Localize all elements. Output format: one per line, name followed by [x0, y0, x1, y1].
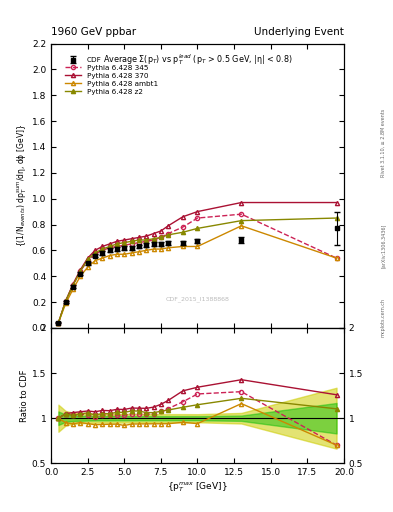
Pythia 6.428 z2	[166, 232, 171, 238]
Legend: CDF, Pythia 6.428 345, Pythia 6.428 370, Pythia 6.428 ambt1, Pythia 6.428 z2: CDF, Pythia 6.428 345, Pythia 6.428 370,…	[64, 56, 159, 96]
Pythia 6.428 345	[334, 255, 339, 261]
Line: Pythia 6.428 370: Pythia 6.428 370	[56, 200, 339, 325]
Pythia 6.428 z2	[63, 297, 68, 304]
Pythia 6.428 370	[122, 237, 127, 243]
Pythia 6.428 370	[334, 200, 339, 206]
Pythia 6.428 ambt1	[239, 223, 244, 229]
Y-axis label: {(1/N$_{events}$) dp$_T^{sum}$/dη, dϕ [GeV]}: {(1/N$_{events}$) dp$_T^{sum}$/dη, dϕ [G…	[16, 124, 29, 247]
Text: 1960 GeV ppbar: 1960 GeV ppbar	[51, 27, 136, 37]
Pythia 6.428 ambt1	[93, 258, 97, 264]
Pythia 6.428 370	[100, 243, 105, 249]
Pythia 6.428 370	[63, 297, 68, 304]
Pythia 6.428 370	[158, 228, 163, 234]
Pythia 6.428 370	[93, 247, 97, 253]
Pythia 6.428 ambt1	[180, 243, 185, 249]
Pythia 6.428 ambt1	[56, 319, 61, 326]
Pythia 6.428 z2	[93, 250, 97, 256]
Text: Underlying Event: Underlying Event	[254, 27, 344, 37]
Pythia 6.428 345	[115, 243, 119, 249]
Pythia 6.428 ambt1	[78, 273, 83, 279]
Pythia 6.428 z2	[56, 319, 61, 326]
Pythia 6.428 z2	[115, 241, 119, 247]
Pythia 6.428 370	[151, 230, 156, 237]
Pythia 6.428 345	[129, 241, 134, 247]
Text: mcplots.cern.ch: mcplots.cern.ch	[381, 298, 386, 337]
Pythia 6.428 z2	[71, 282, 75, 288]
Pythia 6.428 370	[56, 319, 61, 326]
Pythia 6.428 345	[56, 319, 61, 326]
Pythia 6.428 345	[144, 238, 149, 244]
Pythia 6.428 ambt1	[144, 247, 149, 253]
Pythia 6.428 z2	[122, 240, 127, 246]
Pythia 6.428 345	[158, 234, 163, 241]
Pythia 6.428 370	[166, 223, 171, 229]
Pythia 6.428 z2	[151, 236, 156, 242]
Y-axis label: Ratio to CDF: Ratio to CDF	[20, 369, 29, 422]
Pythia 6.428 370	[71, 281, 75, 287]
Pythia 6.428 ambt1	[334, 255, 339, 261]
Pythia 6.428 ambt1	[115, 251, 119, 258]
Text: Average Σ(p$_T$) vs p$_T^{lead}$ (p$_T$ > 0.5 GeV, |η| < 0.8): Average Σ(p$_T$) vs p$_T^{lead}$ (p$_T$ …	[103, 52, 292, 67]
Line: Pythia 6.428 z2: Pythia 6.428 z2	[56, 216, 339, 325]
Line: Pythia 6.428 ambt1: Pythia 6.428 ambt1	[56, 224, 339, 325]
Pythia 6.428 370	[239, 200, 244, 206]
Pythia 6.428 ambt1	[166, 245, 171, 251]
Pythia 6.428 ambt1	[195, 243, 200, 249]
Pythia 6.428 z2	[158, 234, 163, 241]
Pythia 6.428 345	[78, 268, 83, 274]
X-axis label: {p$_T^{max}$ [GeV]}: {p$_T^{max}$ [GeV]}	[167, 480, 228, 494]
Pythia 6.428 z2	[100, 246, 105, 252]
Pythia 6.428 z2	[144, 237, 149, 243]
Pythia 6.428 z2	[78, 268, 83, 274]
Pythia 6.428 345	[180, 224, 185, 230]
Pythia 6.428 z2	[334, 215, 339, 221]
Pythia 6.428 ambt1	[100, 255, 105, 261]
Text: Rivet 3.1.10, ≥ 2.8M events: Rivet 3.1.10, ≥ 2.8M events	[381, 109, 386, 178]
Pythia 6.428 345	[137, 240, 141, 246]
Pythia 6.428 345	[122, 242, 127, 248]
Pythia 6.428 ambt1	[151, 246, 156, 252]
Pythia 6.428 345	[166, 230, 171, 237]
Pythia 6.428 ambt1	[129, 250, 134, 256]
Pythia 6.428 370	[115, 238, 119, 244]
Pythia 6.428 ambt1	[158, 246, 163, 252]
Pythia 6.428 ambt1	[137, 249, 141, 255]
Pythia 6.428 z2	[107, 243, 112, 249]
Pythia 6.428 ambt1	[122, 251, 127, 258]
Pythia 6.428 370	[180, 214, 185, 220]
Text: [arXiv:1306.3436]: [arXiv:1306.3436]	[381, 224, 386, 268]
Pythia 6.428 ambt1	[71, 286, 75, 292]
Pythia 6.428 370	[144, 233, 149, 239]
Pythia 6.428 370	[137, 234, 141, 241]
Pythia 6.428 ambt1	[85, 264, 90, 270]
Line: Pythia 6.428 345: Pythia 6.428 345	[56, 212, 339, 325]
Pythia 6.428 345	[151, 237, 156, 243]
Pythia 6.428 345	[93, 251, 97, 258]
Pythia 6.428 345	[107, 245, 112, 251]
Pythia 6.428 370	[78, 267, 83, 273]
Pythia 6.428 370	[129, 236, 134, 242]
Pythia 6.428 z2	[195, 225, 200, 231]
Text: CDF_2015_I1388868: CDF_2015_I1388868	[165, 296, 230, 302]
Pythia 6.428 ambt1	[107, 252, 112, 259]
Pythia 6.428 z2	[129, 238, 134, 244]
Pythia 6.428 345	[63, 297, 68, 304]
Pythia 6.428 z2	[85, 257, 90, 263]
Pythia 6.428 z2	[180, 229, 185, 236]
Pythia 6.428 345	[85, 258, 90, 264]
Pythia 6.428 345	[239, 211, 244, 217]
Pythia 6.428 ambt1	[63, 301, 68, 307]
Pythia 6.428 z2	[137, 237, 141, 243]
Pythia 6.428 345	[71, 282, 75, 288]
Pythia 6.428 z2	[239, 218, 244, 224]
Pythia 6.428 370	[107, 241, 112, 247]
Pythia 6.428 345	[195, 215, 200, 221]
Pythia 6.428 370	[195, 208, 200, 215]
Pythia 6.428 345	[100, 247, 105, 253]
Pythia 6.428 370	[85, 255, 90, 261]
